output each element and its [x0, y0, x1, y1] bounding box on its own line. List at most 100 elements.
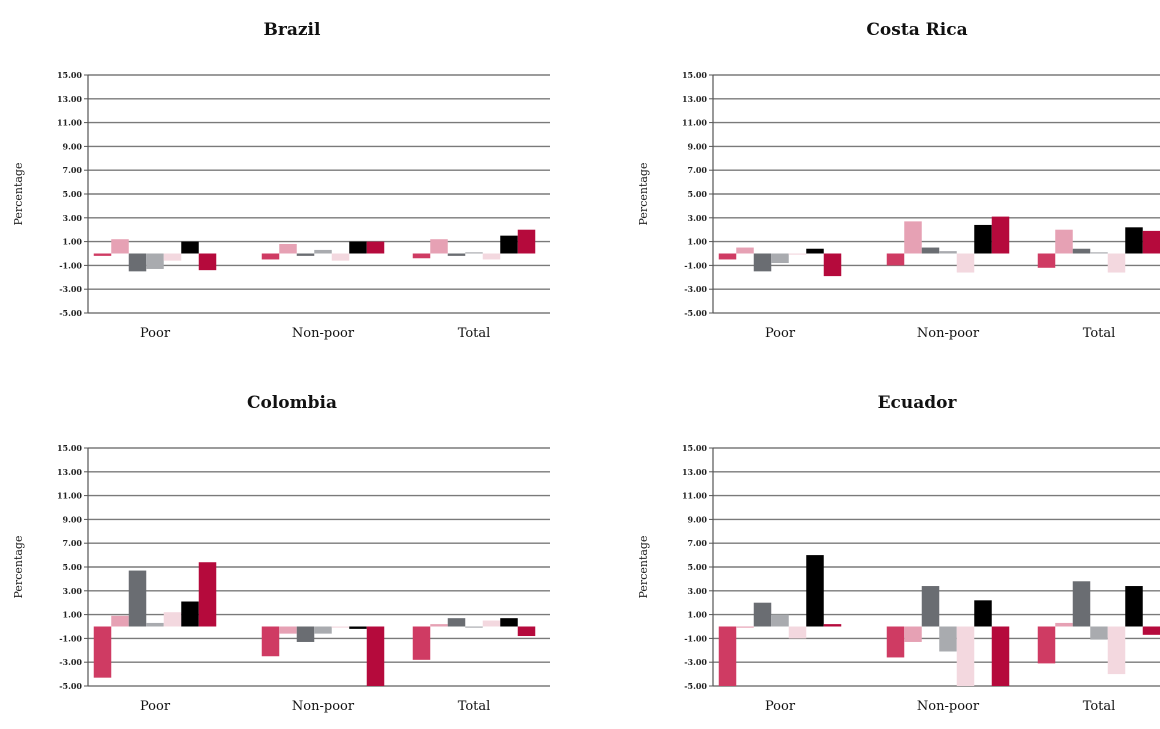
y-tick-label: -1.00 [59, 633, 82, 643]
bar-poor-series-3 [128, 253, 147, 272]
bar-poor-series-2 [111, 239, 129, 254]
bar-poor-series-1 [718, 253, 737, 260]
bar-poor-series-1 [718, 626, 737, 686]
bar-total-series-1 [1037, 253, 1056, 268]
bar-non-poor-series-3 [921, 247, 940, 254]
bar-total-series-7 [1142, 230, 1160, 254]
chart-svg-colombia: 15.00 13.00 11.00 9.00 7.00 5.00 3.00 1.00 -1.00… [12, 393, 550, 714]
bar-poor-series-6 [806, 248, 824, 254]
bar-total-series-3 [1072, 248, 1091, 254]
bar-poor-series-4 [771, 614, 789, 627]
y-tick-label: -3.00 [684, 657, 707, 667]
chart-title: Colombia [247, 393, 337, 413]
bar-total-series-5 [1107, 626, 1126, 675]
bar-total-series-4 [1090, 626, 1108, 640]
bar-total-series-4 [465, 626, 483, 628]
bar-total-series-5 [482, 620, 501, 627]
y-tick-label: 1.00 [63, 610, 83, 620]
bar-non-poor-series-7 [366, 241, 385, 254]
bar-poor-series-7 [198, 562, 217, 627]
bar-non-poor-series-2 [279, 626, 297, 634]
x-category-label: Non-poor [917, 326, 980, 341]
bar-total-series-7 [517, 229, 536, 254]
x-category-label: Non-poor [292, 699, 355, 714]
bar-poor-series-1 [93, 626, 112, 678]
bar-poor-series-2 [736, 247, 754, 254]
y-axis-label: Percentage [12, 536, 25, 599]
y-tick-label: 5.00 [688, 189, 708, 199]
bar-total-series-6 [500, 235, 518, 254]
y-tick-label: 13.00 [57, 467, 82, 477]
bar-non-poor-series-6 [974, 224, 992, 254]
bar-total-series-2 [1055, 229, 1073, 254]
bar-poor-series-5 [788, 253, 807, 255]
bar-non-poor-series-5 [956, 253, 975, 273]
y-tick-label: -5.00 [684, 308, 707, 318]
bar-non-poor-series-7 [991, 216, 1010, 254]
y-tick-label: -3.00 [59, 284, 82, 294]
y-tick-label: -1.00 [684, 260, 707, 270]
bar-poor-series-7 [823, 253, 842, 277]
y-tick-label: 15.00 [682, 443, 707, 453]
bar-poor-series-3 [753, 253, 772, 272]
chart-svg-costa-rica: 15.00 13.00 11.00 9.00 7.00 5.00 3.00 1.00 -1.00… [637, 20, 1160, 341]
bar-total-series-1 [412, 626, 431, 660]
chart-ecuador: 15.00 13.00 11.00 9.00 7.00 5.00 3.00 1.00 -1.00… [625, 373, 1160, 729]
x-category-label: Non-poor [292, 326, 355, 341]
bar-poor-series-4 [771, 253, 789, 264]
bar-non-poor-series-4 [939, 626, 957, 652]
y-tick-label: 15.00 [57, 443, 82, 453]
chart-title: Brazil [264, 20, 321, 40]
bar-poor-series-3 [128, 570, 147, 627]
x-category-label: Poor [765, 326, 796, 341]
bar-poor-series-5 [163, 253, 182, 261]
bar-poor-series-3 [753, 602, 772, 627]
y-axis-label: Percentage [637, 536, 650, 599]
bar-total-series-1 [1037, 626, 1056, 664]
y-tick-label: -5.00 [684, 681, 707, 691]
x-category-label: Total [1083, 326, 1116, 341]
bar-total-series-6 [1125, 227, 1143, 254]
x-category-label: Total [1083, 699, 1116, 714]
bar-total-series-1 [412, 253, 431, 259]
bar-non-poor-series-5 [331, 626, 350, 628]
bar-non-poor-series-3 [296, 626, 315, 642]
y-tick-label: 3.00 [688, 586, 708, 596]
chart-svg-ecuador: 15.00 13.00 11.00 9.00 7.00 5.00 3.00 1.00 -1.00… [637, 393, 1160, 714]
y-tick-label: -1.00 [59, 260, 82, 270]
bar-non-poor-series-6 [349, 241, 367, 254]
y-tick-label: 13.00 [682, 467, 707, 477]
bar-non-poor-series-1 [261, 626, 280, 657]
y-tick-label: 9.00 [688, 514, 708, 524]
x-category-label: Non-poor [917, 699, 980, 714]
y-tick-label: 11.00 [57, 118, 82, 128]
y-tick-label: 5.00 [63, 189, 83, 199]
y-axis-label: Percentage [637, 163, 650, 226]
bar-non-poor-series-7 [991, 626, 1010, 686]
bar-poor-series-7 [198, 253, 217, 271]
bar-non-poor-series-2 [904, 221, 922, 254]
bar-total-series-4 [1090, 252, 1108, 254]
bar-poor-series-4 [146, 622, 164, 627]
y-tick-label: -5.00 [59, 681, 82, 691]
y-tick-label: 13.00 [57, 94, 82, 104]
bar-non-poor-series-5 [956, 626, 975, 686]
y-tick-label: 15.00 [57, 70, 82, 80]
bar-total-series-5 [1107, 253, 1126, 273]
bar-total-series-3 [447, 618, 466, 627]
chart-svg-brazil: 15.00 13.00 11.00 9.00 7.00 5.00 3.00 1.00 -1.00… [12, 20, 550, 341]
bar-total-series-5 [482, 253, 501, 260]
x-category-label: Total [458, 326, 491, 341]
bar-poor-series-4 [146, 253, 164, 269]
bar-total-series-2 [1055, 622, 1073, 627]
bar-non-poor-series-4 [939, 251, 957, 254]
x-category-label: Total [458, 699, 491, 714]
y-tick-label: 1.00 [63, 237, 83, 247]
y-tick-label: -1.00 [684, 633, 707, 643]
bar-total-series-3 [447, 253, 466, 256]
bar-non-poor-series-1 [886, 626, 905, 658]
y-tick-label: 7.00 [63, 165, 83, 175]
y-tick-label: 11.00 [682, 491, 707, 501]
bar-total-series-2 [430, 239, 448, 254]
y-tick-label: 9.00 [688, 141, 708, 151]
